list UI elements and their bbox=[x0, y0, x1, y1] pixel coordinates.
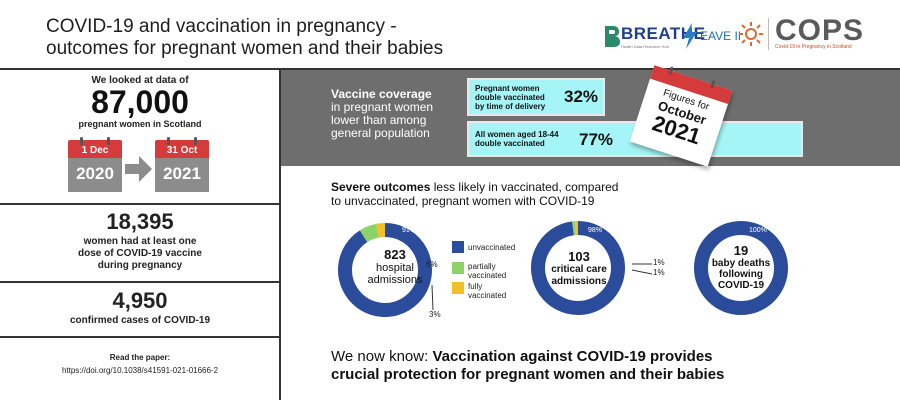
legend-label-partially: partially vaccinated bbox=[468, 262, 506, 280]
donut-1-unvaccinated-pct: 91% bbox=[402, 227, 417, 234]
end-year: 2021 bbox=[155, 158, 209, 192]
pregnant-label-line-3: by time of delivery bbox=[475, 102, 546, 111]
all-women-coverage-label: All women aged 18-44 double vaccinated bbox=[475, 130, 559, 148]
outcomes-heading-rest: less likely in vaccinated, compared bbox=[430, 180, 619, 194]
pregnant-coverage-label: Pregnant women double vaccinated by time… bbox=[475, 84, 545, 111]
looked-at-text: We looked at data of bbox=[91, 75, 189, 86]
legend-swatch-fully bbox=[452, 282, 464, 294]
all-women-coverage-pct: 77% bbox=[579, 130, 614, 149]
legend-swatch-unvaccinated bbox=[452, 241, 464, 253]
donut-3-unvaccinated-pct: 100% bbox=[749, 227, 767, 234]
vaccinated-text-line-2: dose of COVID-19 vaccine bbox=[78, 248, 202, 259]
donut-1-fully-connector bbox=[431, 284, 434, 311]
donut-2-label: 103 critical care admissions bbox=[529, 250, 629, 288]
all-label-line-1: All women aged 18-44 bbox=[475, 130, 559, 139]
arrow-right-icon bbox=[125, 156, 152, 182]
start-date-calendar: 1 Dec 2020 bbox=[68, 137, 122, 192]
all-label-line-2: double vaccinated bbox=[475, 139, 545, 148]
outcomes-heading: Severe outcomes less likely in vaccinate… bbox=[331, 180, 618, 208]
donut-3-label-line-1: baby deaths bbox=[711, 258, 771, 269]
left-divider-1 bbox=[0, 203, 280, 205]
legend-swatch-partially bbox=[452, 262, 464, 274]
breathe-logo-subtext: Health Data Research Hub bbox=[621, 43, 669, 49]
donut-2 bbox=[531, 221, 625, 315]
cops-logo: COPS Covid-19 in Pregnancy in Scotland bbox=[738, 16, 864, 52]
end-date-calendar: 31 Oct 2021 bbox=[155, 137, 209, 192]
donut-2-segment-unvaccinated bbox=[531, 221, 625, 315]
conclusion-bold-line-1: Vaccination against COVID-19 provides bbox=[432, 348, 713, 365]
pregnant-coverage-pct: 32% bbox=[564, 87, 599, 106]
coverage-sub-2: lower than among bbox=[331, 113, 427, 127]
cops-logo-text: COPS bbox=[775, 14, 865, 47]
vaccinated-count: 18,395 bbox=[106, 209, 174, 234]
sun-icon bbox=[739, 22, 763, 46]
column-divider bbox=[279, 68, 281, 400]
donut-2-fully-connector bbox=[631, 269, 653, 275]
donut-1-label-line-2: admissions bbox=[367, 274, 423, 286]
conclusion-prefix: We now know: bbox=[331, 348, 433, 365]
donut-1-segment-fully bbox=[376, 223, 386, 238]
pregnant-label-line-2: double vaccinated bbox=[475, 93, 545, 102]
donut-2-label-line-2: admissions bbox=[551, 276, 607, 287]
conclusion-bold-line-2: crucial protection for pregnant women an… bbox=[331, 366, 725, 383]
cases-text: confirmed cases of COVID-19 bbox=[69, 315, 211, 326]
total-count: 87,000 bbox=[91, 84, 189, 120]
donut-3-count: 19 bbox=[733, 243, 749, 258]
paper-doi-link[interactable]: https://doi.org/10.1038/s41591-021-01666… bbox=[61, 366, 219, 375]
conclusion: We now know: Vaccination against COVID-1… bbox=[331, 348, 724, 384]
donut-1-label: 823 hospital admissions bbox=[345, 247, 445, 287]
vaccine-coverage-banner: Vaccine coverage in pregnant women lower… bbox=[281, 70, 900, 166]
donut-1-count: 823 bbox=[384, 247, 406, 262]
donut-2-label-line-1: critical care bbox=[551, 264, 607, 275]
population-text: pregnant women in Scotland bbox=[78, 119, 202, 129]
outcomes-heading-bold: Severe outcomes bbox=[331, 180, 431, 194]
header-divider bbox=[0, 68, 900, 70]
donut-3-label-line-3: COVID-19 bbox=[717, 280, 765, 291]
title-line-2: outcomes for pregnant women and their ba… bbox=[46, 38, 444, 59]
pregnant-coverage-box: Pregnant women double vaccinated by time… bbox=[467, 78, 605, 116]
donut-1 bbox=[338, 223, 432, 317]
donut-3-segment-unvaccinated bbox=[694, 221, 788, 315]
page-title: COVID-19 and vaccination in pregnancy - … bbox=[46, 16, 443, 60]
title-line-1: COVID-19 and vaccination in pregnancy - bbox=[46, 16, 397, 37]
donut-3-label-line-2: following bbox=[719, 269, 763, 280]
coverage-sub-1: in pregnant women bbox=[331, 100, 434, 114]
coverage-heading: Vaccine coverage bbox=[331, 87, 432, 101]
legend-partially-line-2: vaccinated bbox=[468, 271, 507, 280]
pregnant-label-line-1: Pregnant women bbox=[475, 84, 540, 93]
donut-1-fully-pct: 3% bbox=[429, 310, 441, 319]
start-year: 2020 bbox=[68, 158, 122, 192]
legend-label-unvaccinated: unvaccinated bbox=[468, 243, 516, 252]
legend-fully-line-2: vaccinated bbox=[468, 291, 507, 300]
left-divider-2 bbox=[0, 281, 280, 283]
donut-3-label: 19 baby deaths following COVID-19 bbox=[691, 243, 791, 292]
legend-partially-line-1: partially bbox=[468, 262, 496, 271]
donut-1-segment-unvaccinated bbox=[338, 223, 432, 317]
donut-1-partial-pct: 6% bbox=[426, 260, 438, 269]
donut-2-partial-pct: 1% bbox=[653, 258, 665, 267]
donut-2-fully-pct: 1% bbox=[653, 268, 665, 277]
vaccinated-text-line-3: during pregnancy bbox=[97, 260, 183, 271]
paper-label: Read the paper: bbox=[109, 353, 171, 362]
coverage-sub-3: general population bbox=[331, 126, 430, 140]
donut-3 bbox=[694, 221, 788, 315]
vaccinated-text: women had at least one dose of COVID-19 … bbox=[0, 236, 280, 272]
eave-logo: EAVE II bbox=[680, 18, 741, 54]
legend-fully-line-1: fully bbox=[468, 282, 483, 291]
eave-logo-icon bbox=[683, 23, 697, 49]
left-divider-3 bbox=[0, 336, 280, 338]
legend-label-fully: fully vaccinated bbox=[468, 282, 506, 300]
breathe-logo-icon bbox=[605, 26, 620, 47]
vaccinated-text-line-1: women had at least one bbox=[83, 236, 197, 247]
eave-logo-text: EAVE II bbox=[700, 29, 742, 43]
donut-2-unvaccinated-pct: 98% bbox=[588, 227, 603, 234]
cases-count: 4,950 bbox=[112, 288, 168, 313]
donut-2-count: 103 bbox=[568, 249, 590, 264]
outcomes-heading-line-2: to unvaccinated, pregnant women with COV… bbox=[331, 194, 595, 208]
cops-logo-subtext: Covid-19 in Pregnancy in Scotland bbox=[775, 44, 852, 50]
donut-1-segment-partially bbox=[359, 223, 380, 243]
coverage-text: Vaccine coverage in pregnant women lower… bbox=[331, 88, 433, 140]
donut-1-label-line-1: hospital bbox=[376, 262, 414, 274]
